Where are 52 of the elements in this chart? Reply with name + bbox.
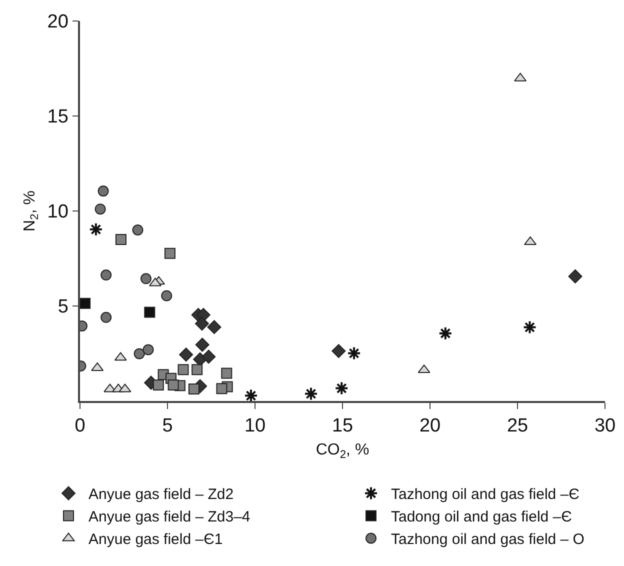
point [80,298,91,309]
point [98,186,109,197]
point [188,384,200,395]
x-tick-label: 10 [244,416,266,437]
point [142,344,154,356]
point [94,204,106,215]
legend-label: Anyue gas field – Zd2 [88,486,234,504]
y-tick-label: 20 [47,12,68,33]
legend-label: Anyue gas field –Є1 [88,531,223,548]
point [140,273,152,284]
y-tick-label: 15 [47,106,68,128]
point [152,380,164,391]
x-axis-title: CO$_{2}$, % [316,442,370,462]
point [144,306,156,318]
point [304,386,318,401]
x-tick-label: 15 [332,416,354,437]
point [192,364,203,376]
legend-label: Tazhong oil and gas field – O [391,531,584,548]
legend-label: Tazhong oil and gas field –Є [391,486,580,504]
point [100,270,112,281]
point [164,248,176,259]
point [132,224,144,236]
point [334,381,349,396]
x-tick-label: 25 [506,416,528,437]
point [568,269,582,284]
point [168,380,179,391]
point [195,338,210,352]
legend-label: Tadong oil and gas field –Є [391,508,572,526]
point [202,350,216,364]
point [178,364,189,376]
x-tick-label: 0 [74,416,86,437]
x-tick-label: 5 [162,416,173,437]
y-tick-label: 5 [58,296,68,318]
point [161,290,172,302]
point [522,320,537,334]
x-tick-label: 20 [419,416,441,437]
point [207,320,222,334]
point [221,368,232,379]
point [115,234,126,245]
point [347,346,362,360]
point [438,326,452,340]
point [179,348,194,362]
point [194,316,209,331]
legend-label: Anyue gas field – Zd3–4 [88,508,250,526]
y-tick-label: 10 [47,202,68,223]
point [134,348,145,360]
point [216,383,228,394]
point [244,388,258,401]
point [332,344,346,358]
point [100,312,112,323]
point [88,222,103,236]
x-tick-label: 30 [594,416,616,437]
